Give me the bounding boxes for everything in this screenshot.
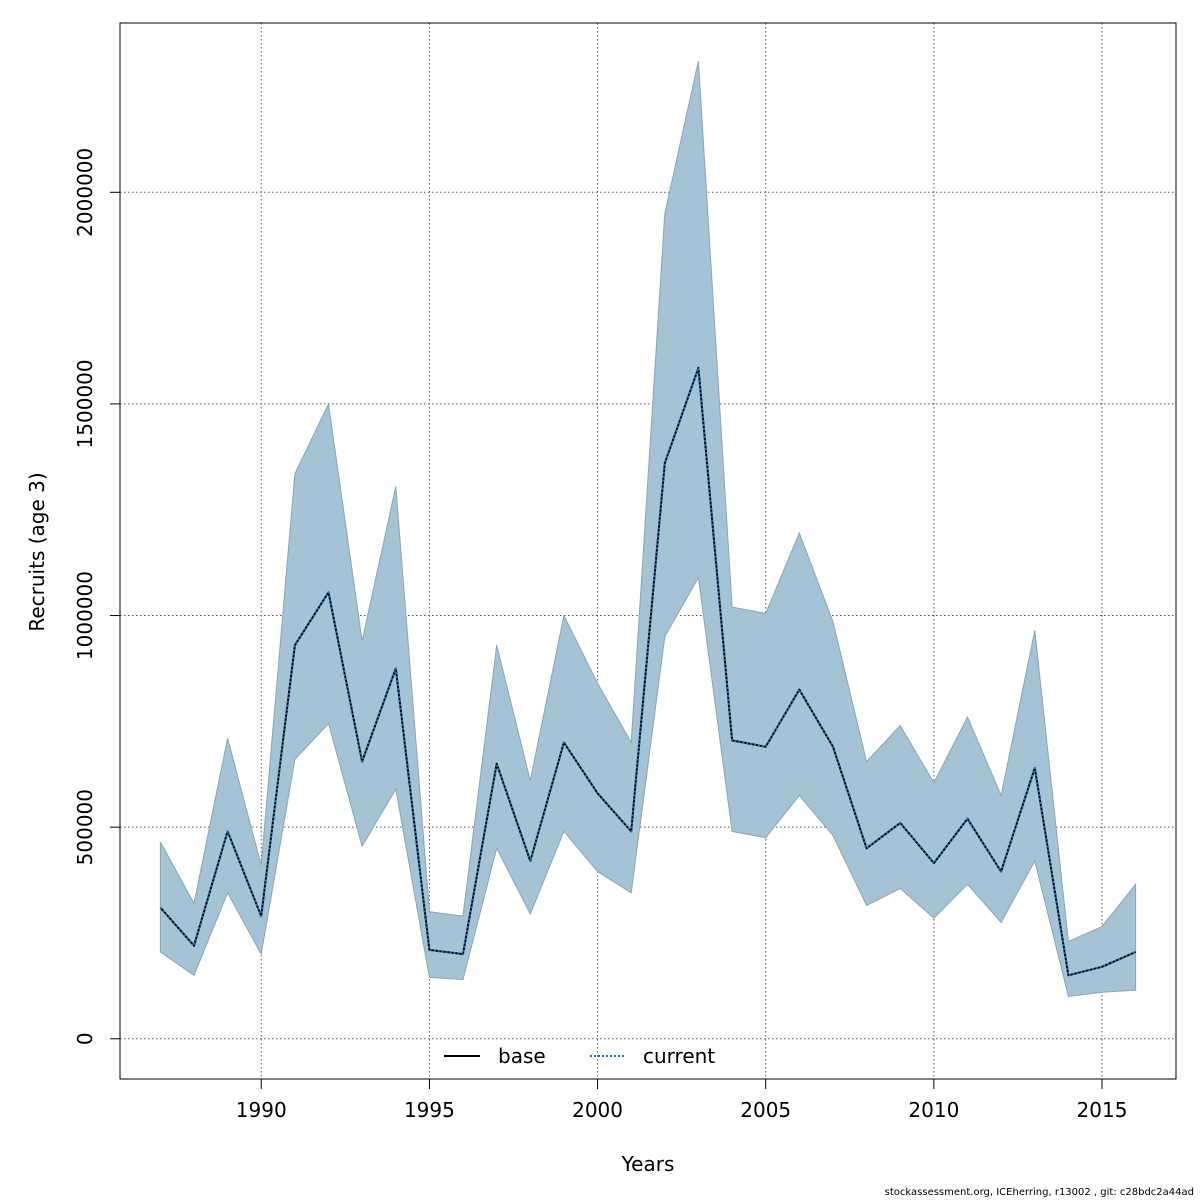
x-axis-label: Years [621, 1152, 675, 1176]
confidence-band [159, 60, 1137, 998]
x-axis: 1990 1995 2000 2005 2010 2015 [236, 1078, 1128, 1122]
y-tick-label: 2000000 [73, 148, 97, 237]
x-tick-label: 1995 [404, 1098, 455, 1122]
x-tick-label: 2000 [572, 1098, 623, 1122]
x-tick-label: 2005 [740, 1098, 791, 1122]
footer-source-text: stockassessment.org, ICEherring, r13002 … [884, 1187, 1194, 1198]
y-axis-label: Recruits (age 3) [25, 472, 49, 631]
series-line-current [159, 366, 1137, 977]
x-tick-label: 2015 [1077, 1098, 1128, 1122]
x-tick-label: 1990 [236, 1098, 287, 1122]
legend: base current [444, 1044, 715, 1068]
y-tick-label: 1000000 [73, 571, 97, 660]
y-axis: 0 500000 1000000 1500000 2000000 [73, 148, 121, 1045]
x-tick-label: 2010 [908, 1098, 959, 1122]
y-tick-label: 1500000 [73, 359, 97, 448]
legend-label-current: current [643, 1044, 715, 1068]
series-lines [159, 366, 1137, 977]
legend-label-base: base [498, 1044, 546, 1068]
y-tick-label: 500000 [73, 789, 97, 865]
y-tick-label: 0 [73, 1032, 97, 1045]
